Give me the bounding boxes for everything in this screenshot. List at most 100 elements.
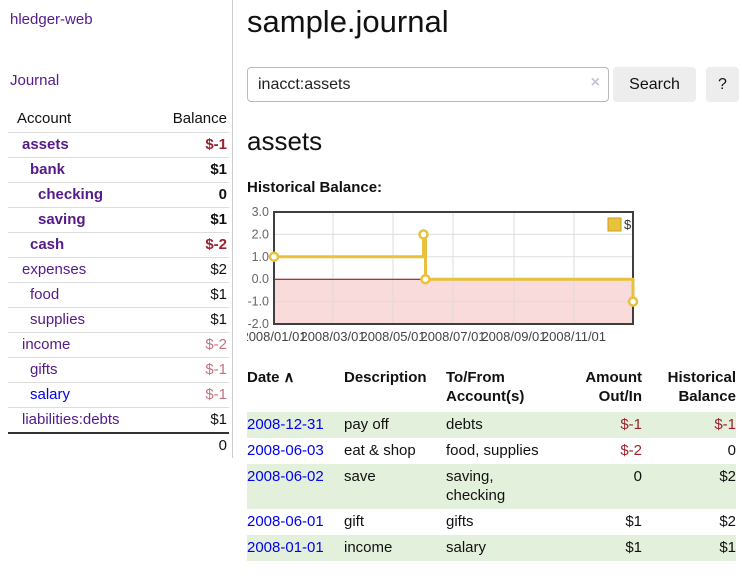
x-axis-tick-label: 2008/05/01 [360, 329, 425, 344]
account-row: liabilities:debts $1 [8, 407, 229, 432]
account-balance: $-1 [205, 361, 227, 378]
account-link[interactable]: checking [38, 186, 104, 203]
account-row: saving $1 [8, 207, 229, 232]
data-point-marker [627, 296, 639, 307]
description-cell: save [344, 468, 376, 485]
clear-search-icon[interactable]: × [590, 74, 600, 91]
accounts-header-balance: Balance [172, 110, 227, 127]
account-balance: $1 [210, 211, 227, 228]
accounts-cell: debts [446, 416, 483, 433]
account-link[interactable]: liabilities:debts [22, 411, 120, 428]
accounts-cell: food, supplies [446, 442, 539, 459]
balance-cell: $1 [719, 539, 736, 556]
x-axis-tick-label: 2008/07/01 [420, 329, 485, 344]
account-link[interactable]: expenses [22, 261, 87, 278]
account-balance: $1 [210, 286, 227, 303]
date-cell: 2008-06-01 [247, 509, 344, 535]
balance-cell: 0 [727, 442, 736, 459]
transaction-date-link[interactable]: 2008-06-02 [247, 468, 324, 485]
x-axis-tick-label: 2008/11/01 [542, 329, 606, 344]
legend-swatch [607, 217, 622, 232]
date-header-label: Date [247, 369, 280, 386]
description-cell: eat & shop [344, 442, 416, 459]
accounts-cell: gifts [446, 513, 474, 530]
description-cell: gift [344, 513, 365, 530]
y-axis-tick-label: 2.0 [252, 227, 269, 241]
page: hledger-web Journal Account Balance asse… [0, 0, 742, 561]
help-button[interactable]: ? [706, 67, 739, 102]
register-header-accounts: To/From Account(s) [446, 369, 525, 405]
accounts-table-header: Account Balance [8, 107, 229, 132]
sidebar: hledger-web Journal Account Balance asse… [0, 0, 233, 458]
amount-cell: $1 [625, 539, 642, 556]
amount-cell: $-1 [620, 416, 642, 433]
register-table: Date ∧ Description To/From Account(s) Amo… [247, 367, 736, 561]
register-table-header: Date ∧ Description To/From Account(s) Amo… [247, 367, 736, 412]
account-link[interactable]: assets [22, 136, 69, 153]
account-link[interactable]: saving [38, 211, 86, 228]
register-header-amount: Amount Out/In [585, 369, 642, 405]
transaction-date-link[interactable]: 2008-06-01 [247, 513, 324, 530]
search-input[interactable] [247, 67, 609, 102]
account-balance: 0 [218, 186, 227, 203]
account-balance: $1 [210, 411, 227, 428]
account-heading: assets [247, 126, 323, 156]
x-axis-tick-label: 2008/03/01 [300, 329, 365, 344]
amount-cell: 0 [633, 468, 642, 485]
description-cell: income [344, 539, 393, 556]
account-link[interactable]: bank [30, 161, 66, 178]
register-header-date[interactable]: Date ∧ [247, 367, 344, 412]
accounts-cell: saving, checking [446, 468, 506, 504]
transaction-date-link[interactable]: 2008-06-03 [247, 442, 324, 459]
register-header-balance: Historical Balance [667, 369, 736, 405]
transaction-row: 2008-12-31 pay off debts $-1 $-1 [247, 412, 736, 438]
search-box: × [247, 67, 609, 102]
y-axis-tick-label: -1.0 [247, 295, 269, 309]
transaction-date-link[interactable]: 2008-12-31 [247, 416, 324, 433]
transaction-row: 2008-06-01 gift gifts $1 $2 [247, 509, 736, 535]
account-row: assets $-1 [8, 132, 229, 157]
register-header-description: Description [344, 369, 427, 386]
transaction-row: 2008-06-02 save saving, checking 0 $2 [247, 464, 736, 509]
account-row: bank $1 [8, 157, 229, 182]
transaction-date-link[interactable]: 2008-01-01 [247, 539, 324, 556]
amount-cell: $1 [625, 513, 642, 530]
x-axis-tick-label: 2008/01/01 [247, 329, 307, 344]
date-cell: 2008-06-03 [247, 438, 344, 464]
account-link[interactable]: supplies [30, 311, 86, 328]
balance-cell: $2 [719, 468, 736, 485]
balance-cell: $2 [719, 513, 736, 530]
data-point-marker [268, 251, 280, 263]
search-form: × Search ? [247, 67, 742, 102]
account-balance: $2 [210, 261, 227, 278]
main-content: sample.journal × Search ? assets Histori… [233, 0, 742, 561]
account-link[interactable]: income [22, 336, 71, 353]
account-link[interactable]: salary [30, 386, 71, 403]
y-axis-tick-label: 3.0 [252, 205, 269, 219]
transaction-row: 2008-01-01 income salary $1 $1 [247, 535, 736, 561]
account-link[interactable]: food [30, 286, 60, 303]
amount-cell: $-2 [620, 442, 642, 459]
sort-ascending-icon: ∧ [283, 369, 295, 386]
data-point-marker [418, 229, 429, 240]
page-title: sample.journal [247, 4, 449, 39]
account-row: expenses $2 [8, 257, 229, 282]
accounts-total-row: 0 [8, 432, 229, 458]
date-cell: 2008-06-02 [247, 464, 344, 509]
x-axis-tick-label: 2008/09/01 [481, 329, 546, 344]
date-cell: 2008-01-01 [247, 535, 344, 561]
historical-balance-chart: $3.0 2.0 1.0 0.0 -1.0 -2.02008/01/012008/03/0… [247, 205, 639, 344]
y-axis-tick-label: 1.0 [252, 250, 269, 264]
y-axis-tick-label: -2.0 [247, 317, 269, 331]
search-button[interactable]: Search [613, 67, 696, 102]
account-row: salary $-1 [8, 382, 229, 407]
account-link[interactable]: cash [30, 236, 65, 253]
description-cell: pay off [344, 416, 389, 433]
account-row: food $1 [8, 282, 229, 307]
sidebar-item-journal[interactable]: Journal [10, 72, 60, 89]
app-title-link[interactable]: hledger-web [10, 11, 93, 28]
account-row: supplies $1 [8, 307, 229, 332]
data-point-marker [420, 273, 431, 285]
account-link[interactable]: gifts [30, 361, 58, 378]
account-balance: $-1 [205, 386, 227, 403]
